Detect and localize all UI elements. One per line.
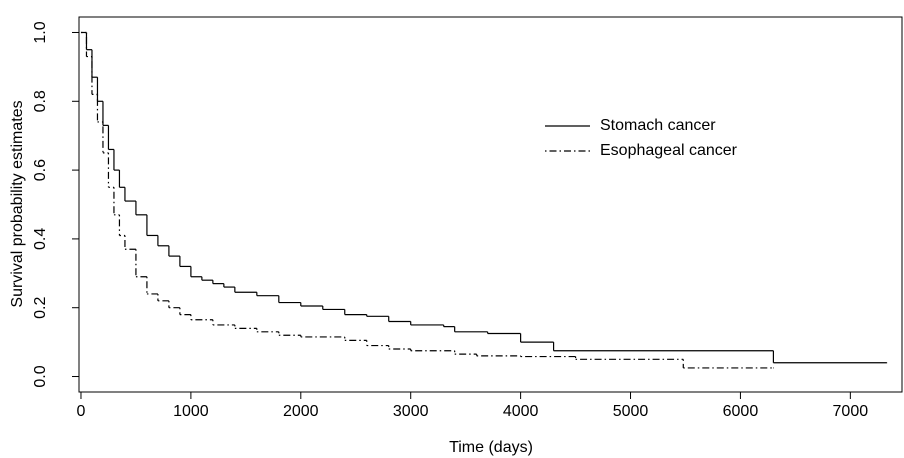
legend-label: Stomach cancer bbox=[600, 117, 716, 134]
x-tick-label: 0 bbox=[77, 403, 86, 420]
y-tick-label: 0.4 bbox=[32, 228, 49, 250]
y-tick-label: 0.2 bbox=[32, 296, 49, 318]
x-tick-label: 7000 bbox=[833, 403, 869, 420]
x-tick-label: 3000 bbox=[393, 403, 429, 420]
x-tick-label: 6000 bbox=[723, 403, 759, 420]
x-tick-label: 2000 bbox=[283, 403, 319, 420]
plot-box bbox=[78, 16, 903, 393]
y-axis-label: Survival probability estimates bbox=[9, 100, 26, 307]
x-tick-label: 1000 bbox=[173, 403, 209, 420]
y-tick-label: 1.0 bbox=[32, 21, 49, 43]
x-tick-label: 4000 bbox=[503, 403, 539, 420]
legend-label: Esophageal cancer bbox=[600, 142, 738, 159]
y-tick-label: 0.8 bbox=[32, 90, 49, 112]
x-tick-label: 5000 bbox=[613, 403, 649, 420]
y-tick-label: 0.6 bbox=[32, 159, 49, 181]
y-tick-label: 0.0 bbox=[32, 365, 49, 387]
x-axis-label: Time (days) bbox=[449, 439, 533, 456]
